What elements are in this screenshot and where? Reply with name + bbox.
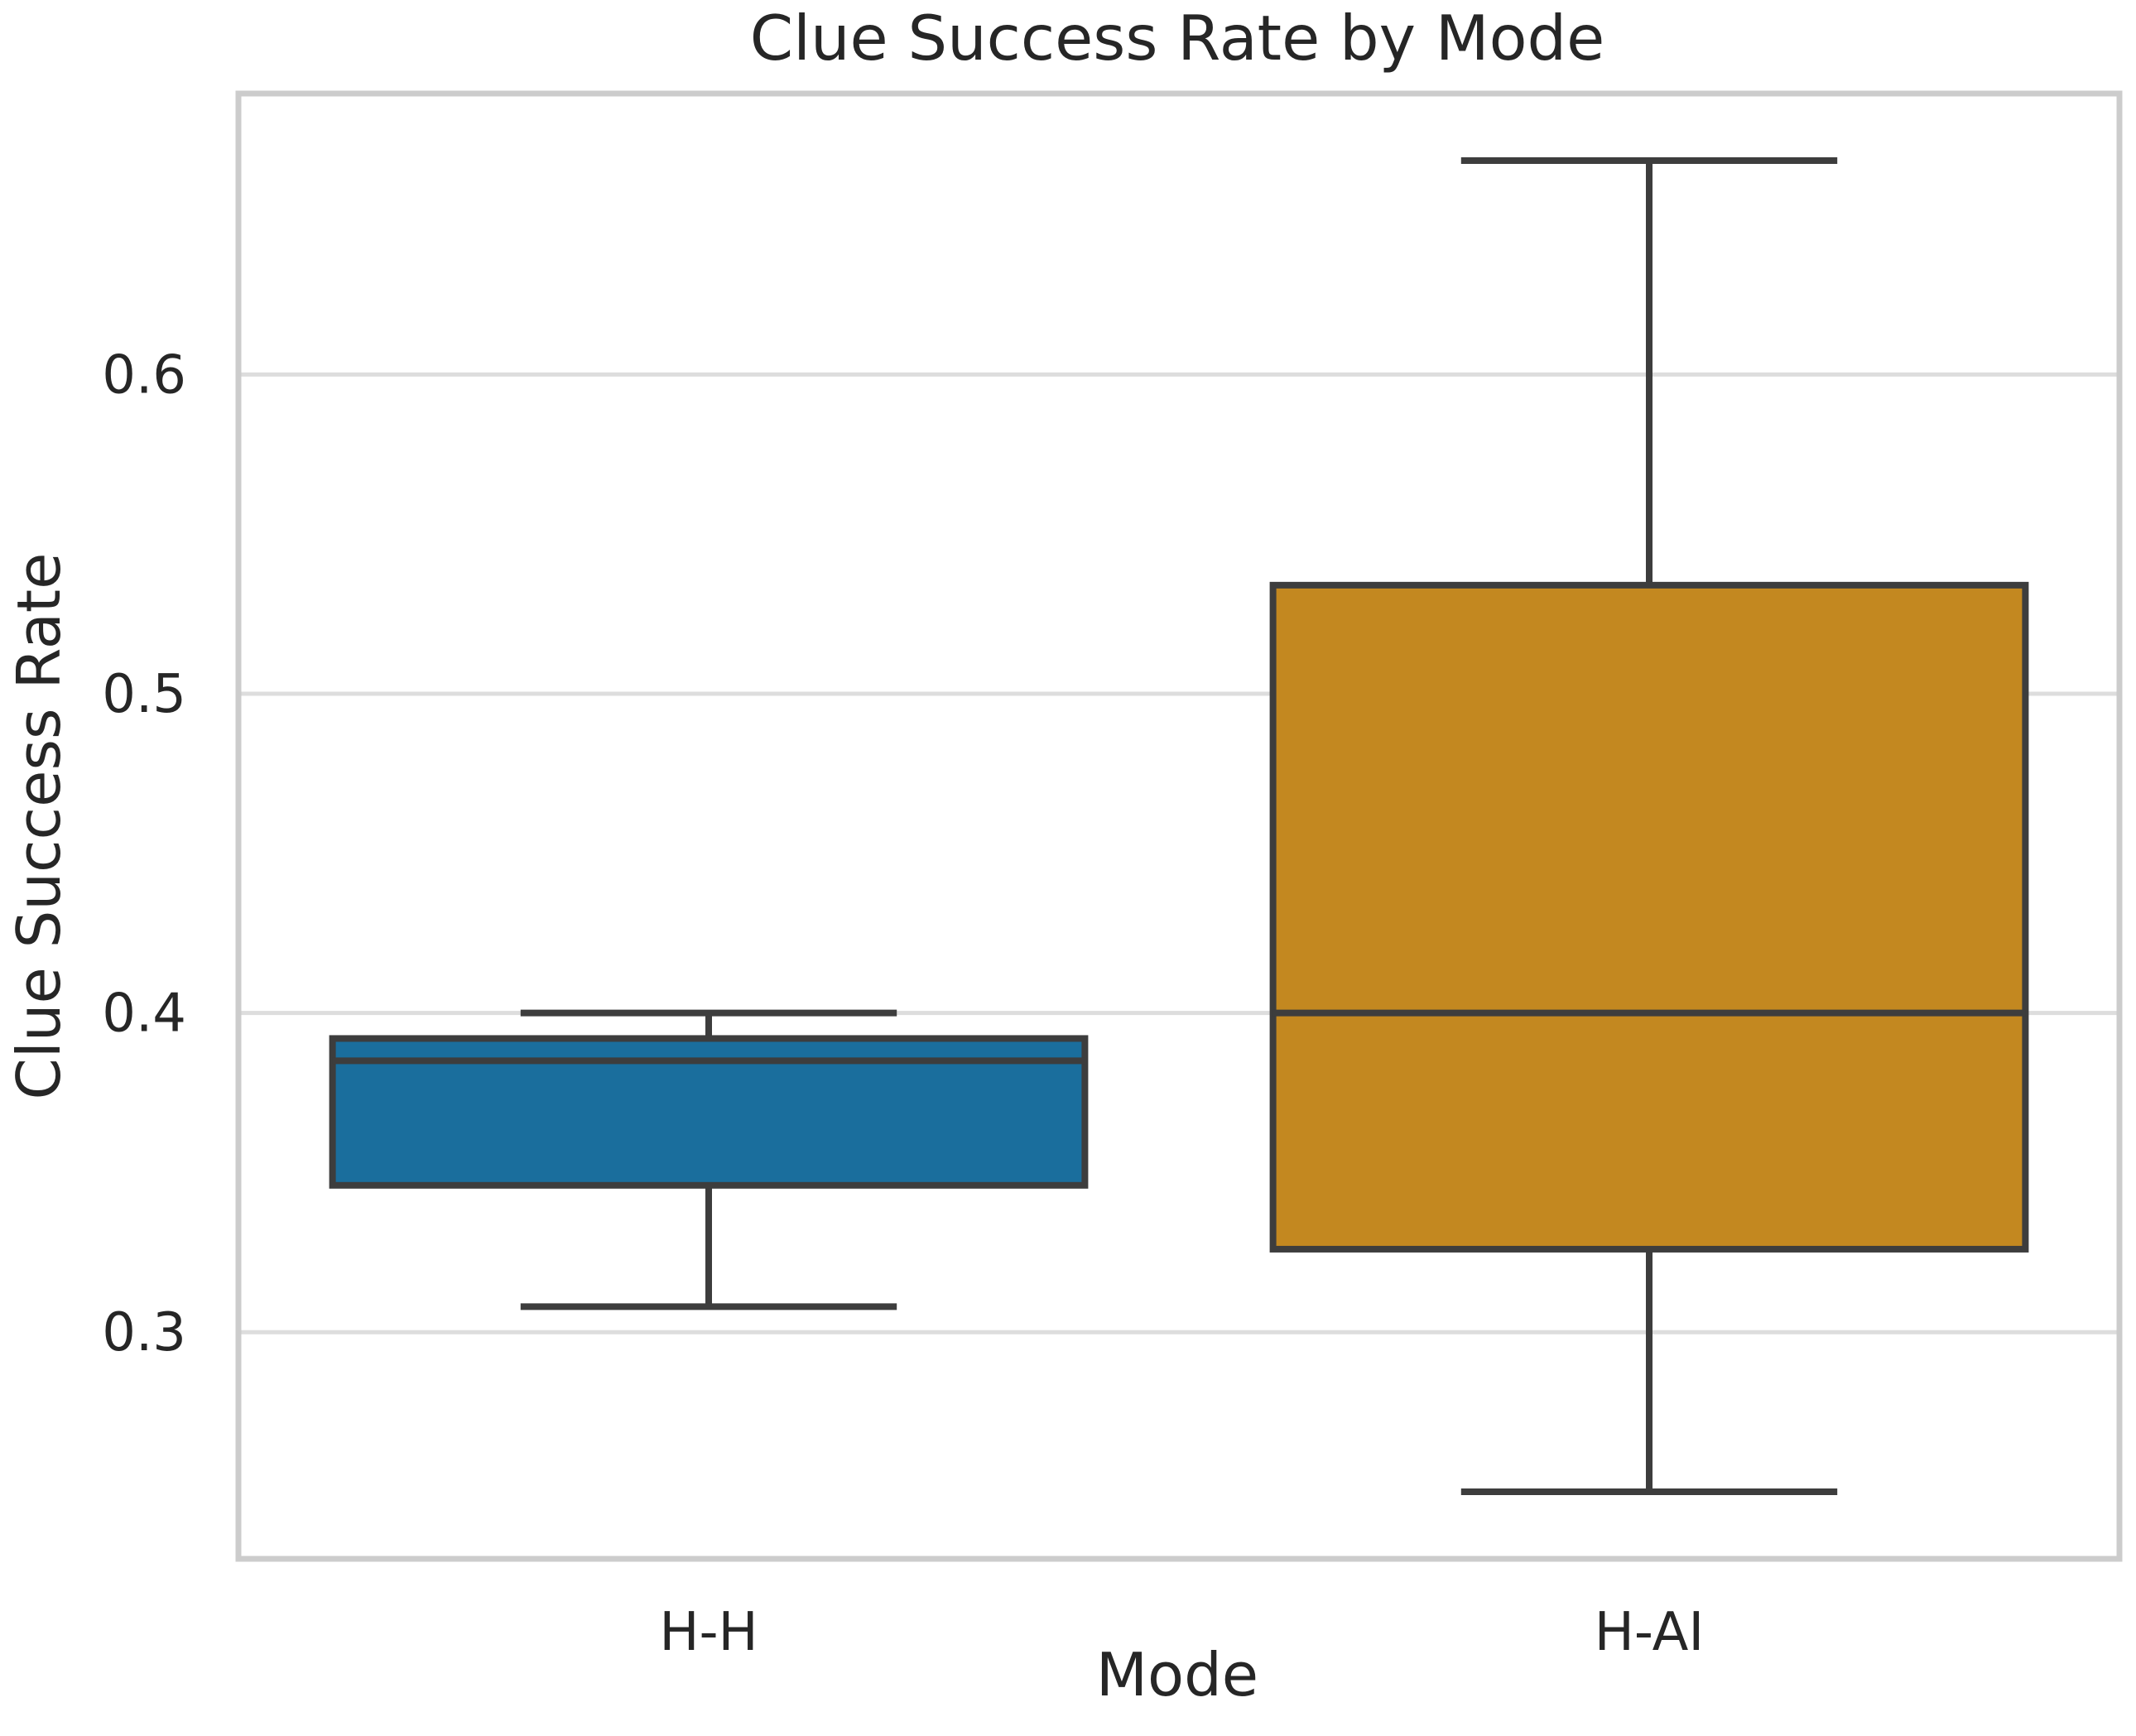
y-tick-label: 0.6 — [102, 344, 186, 406]
y-tick-labels: 0.3 0.4 0.5 0.6 — [102, 344, 186, 1363]
x-tick-label: H-AI — [1595, 1602, 1704, 1663]
x-tick-label: H-H — [659, 1602, 758, 1663]
box-h-ai — [1269, 156, 2029, 1496]
iqr-box — [1269, 581, 2029, 1253]
y-tick-label: 0.5 — [102, 664, 186, 725]
chart-title: Clue Success Rate by Mode — [750, 2, 1604, 75]
box-h-h — [329, 1009, 1089, 1310]
y-tick-label: 0.3 — [102, 1302, 186, 1363]
plot-frame — [235, 90, 2123, 1562]
y-axis-label: Clue Success Rate — [4, 553, 74, 1100]
y-tick-label: 0.4 — [102, 983, 186, 1045]
x-tick-labels: H-H H-AI — [659, 1602, 1704, 1663]
boxes — [329, 156, 2029, 1496]
x-axis-label: Mode — [1096, 1640, 1258, 1710]
